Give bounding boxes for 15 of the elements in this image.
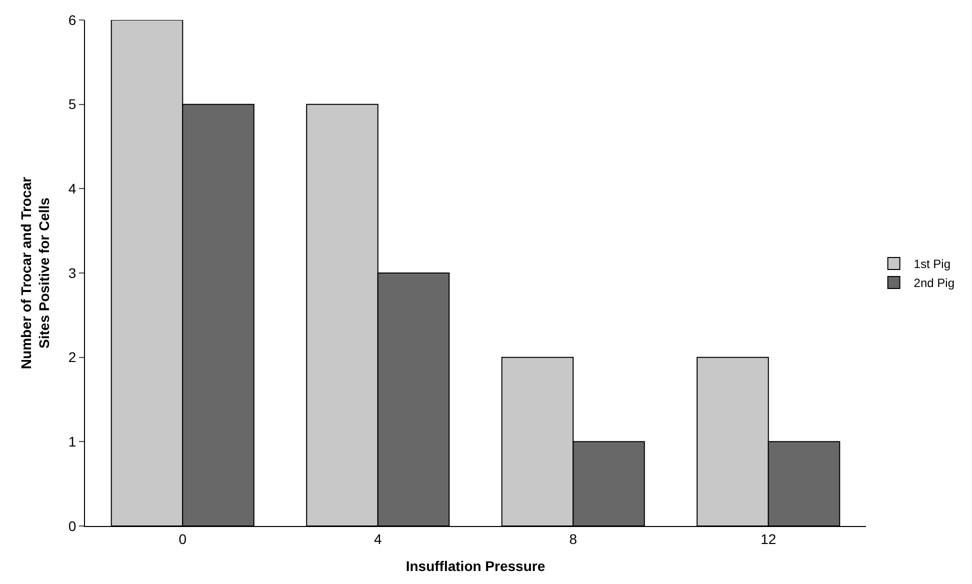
- y-tick-label: 6: [68, 12, 76, 28]
- legend-label: 1st Pig: [914, 257, 950, 272]
- x-tick-label: 12: [760, 530, 776, 547]
- y-tick-label: 4: [68, 180, 76, 197]
- x-tick-label: 4: [374, 530, 382, 547]
- x-tick-label: 8: [569, 530, 578, 547]
- x-axis-title: Insufflation Pressure: [406, 558, 546, 574]
- y-tick-label: 2: [68, 349, 76, 366]
- y-tick-label: 0: [68, 518, 76, 534]
- x-tick-label: 0: [178, 530, 187, 547]
- y-tick-label: 3: [68, 264, 76, 281]
- legend-label: 2nd Pig: [914, 276, 955, 290]
- y-axis-title: Number of Trocar and Trocar Sites Positive for Cells: [18, 176, 52, 370]
- y-tick-label: 1: [68, 434, 76, 450]
- y-tick-label: 5: [68, 96, 76, 112]
